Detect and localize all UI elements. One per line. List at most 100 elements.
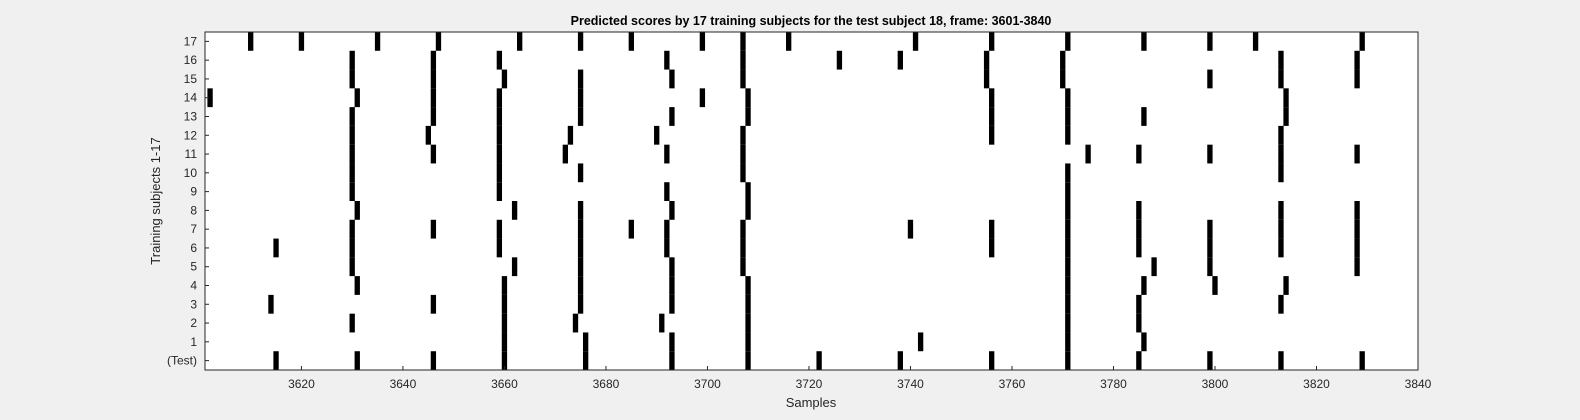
score-mark: [740, 238, 746, 258]
score-mark: [1065, 313, 1071, 333]
score-mark: [248, 32, 254, 51]
score-mark: [1207, 351, 1213, 370]
score-mark: [349, 182, 355, 201]
score-mark: [1136, 238, 1142, 258]
score-mark: [745, 88, 751, 108]
score-mark: [430, 144, 437, 164]
x-tick-label: 3680: [593, 377, 620, 391]
score-mark: [430, 69, 437, 89]
score-mark: [430, 107, 437, 126]
score-mark: [745, 276, 751, 295]
score-mark: [577, 219, 584, 239]
score-mark: [664, 144, 670, 164]
score-mark: [430, 88, 437, 108]
score-mark: [1065, 88, 1071, 108]
score-mark: [669, 332, 675, 352]
score-mark: [1354, 257, 1360, 277]
score-mark: [745, 201, 751, 220]
score-mark: [664, 238, 670, 258]
y-tick-label: (Test): [167, 354, 197, 368]
score-mark: [1065, 107, 1071, 126]
y-tick-label: 15: [184, 72, 198, 86]
score-mark: [577, 238, 584, 258]
score-mark: [1065, 32, 1071, 51]
score-mark: [1283, 88, 1289, 108]
score-mark: [435, 32, 442, 51]
score-mark: [1354, 69, 1360, 89]
score-mark: [786, 32, 792, 51]
x-tick-label: 3800: [1202, 377, 1229, 391]
score-mark: [501, 351, 508, 370]
x-tick-label: 3720: [796, 377, 823, 391]
score-mark: [572, 313, 579, 333]
score-mark: [1065, 163, 1071, 183]
score-mark: [897, 50, 903, 70]
score-mark: [907, 219, 914, 239]
score-mark: [1359, 351, 1365, 370]
score-mark: [1207, 69, 1213, 89]
score-mark: [1151, 257, 1157, 277]
score-mark: [1141, 276, 1147, 295]
score-mark: [1278, 144, 1284, 164]
x-axis-label: Samples: [786, 395, 837, 410]
score-mark: [745, 332, 751, 352]
score-mark: [664, 219, 670, 239]
score-mark: [496, 50, 503, 70]
y-tick-label: 12: [184, 128, 198, 142]
score-mark: [577, 294, 584, 314]
score-mark: [1065, 201, 1071, 220]
score-mark: [699, 88, 706, 108]
y-tick-label: 1: [190, 335, 197, 349]
score-mark: [501, 294, 508, 314]
score-mark: [430, 50, 437, 70]
score-mark: [577, 69, 584, 89]
score-mark: [1278, 125, 1284, 145]
score-mark: [349, 219, 355, 239]
score-mark: [349, 257, 355, 277]
axes-background: [205, 32, 1418, 370]
score-mark: [349, 313, 355, 333]
score-mark: [354, 201, 360, 220]
score-mark: [1141, 32, 1147, 51]
score-mark: [577, 276, 584, 295]
score-mark: [577, 32, 584, 51]
score-mark: [1278, 294, 1284, 314]
score-mark: [577, 107, 584, 126]
y-tick-label: 17: [184, 34, 198, 48]
score-mark: [1278, 163, 1284, 183]
score-mark: [669, 107, 675, 126]
score-mark: [1065, 351, 1071, 370]
score-mark: [1359, 32, 1365, 51]
score-mark: [1136, 144, 1142, 164]
y-tick-label: 6: [190, 241, 197, 255]
score-mark: [577, 257, 584, 277]
score-mark: [511, 257, 518, 277]
score-mark: [1207, 144, 1213, 164]
score-mark: [659, 313, 665, 333]
score-mark: [1354, 219, 1360, 239]
score-mark: [1278, 69, 1284, 89]
score-mark: [699, 32, 706, 51]
y-axis-label: Training subjects 1-17: [148, 137, 163, 264]
score-mark: [1136, 313, 1142, 333]
score-mark: [628, 32, 634, 51]
score-mark: [1278, 219, 1284, 239]
score-mark: [669, 69, 675, 89]
score-mark: [669, 201, 675, 220]
x-tick-label: 3660: [491, 377, 518, 391]
score-mark: [1065, 182, 1071, 201]
score-mark: [989, 238, 995, 258]
score-mark: [983, 69, 990, 89]
x-tick-label: 3620: [288, 377, 315, 391]
score-mark: [1065, 332, 1071, 352]
score-mark: [496, 107, 503, 126]
x-tick-label: 3740: [897, 377, 924, 391]
score-mark: [349, 50, 355, 70]
score-mark: [501, 332, 508, 352]
score-mark: [425, 125, 431, 145]
score-mark: [273, 351, 279, 370]
score-mark: [1278, 351, 1284, 370]
score-mark: [669, 276, 675, 295]
